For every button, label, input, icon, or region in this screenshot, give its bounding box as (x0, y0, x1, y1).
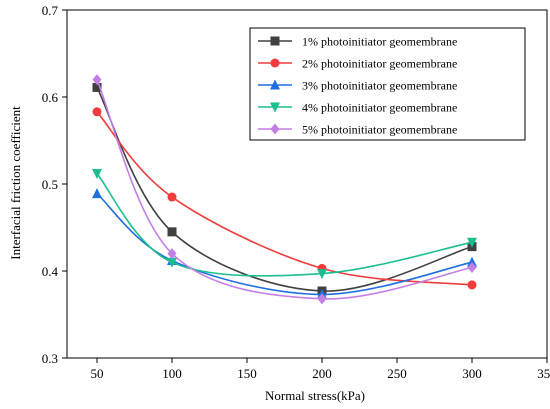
plot-area (92, 74, 477, 305)
data-point (167, 257, 177, 268)
legend-label: 5% photoinitiator geomembrane (302, 123, 457, 137)
axes: 50 100 150 200 250 300 350 0.3 0.4 0.5 0.6 0.7 (42, 3, 550, 381)
legend-label: 2% photoinitiator geomembrane (302, 57, 457, 71)
x-tick-label: 150 (237, 366, 257, 381)
legend-item: 4% photoinitiator geomembrane (258, 101, 457, 115)
data-point (467, 256, 477, 267)
legend-item: 2% photoinitiator geomembrane (258, 57, 457, 71)
data-point (167, 192, 177, 202)
data-point (92, 188, 102, 199)
series-line (96, 79, 473, 300)
data-point (167, 227, 177, 237)
legend-item: 1% photoinitiator geomembrane (258, 35, 457, 49)
series-5 (92, 74, 477, 305)
data-point (92, 169, 102, 180)
y-tick-label: 0.4 (42, 264, 59, 279)
legend-label: 3% photoinitiator geomembrane (302, 79, 457, 93)
legend-marker (270, 79, 280, 90)
legend-item: 5% photoinitiator geomembrane (258, 123, 457, 137)
series-2 (92, 107, 477, 290)
x-tick-label: 350 (537, 366, 550, 381)
series-line (96, 173, 473, 277)
x-tick-label: 200 (312, 366, 332, 381)
data-point (92, 107, 102, 117)
series-line (96, 192, 473, 296)
x-tick-label: 300 (462, 366, 482, 381)
legend-label: 1% photoinitiator geomembrane (302, 35, 457, 49)
legend-marker (270, 58, 280, 68)
data-point (317, 293, 327, 305)
legend-marker (270, 102, 280, 113)
series-line (96, 87, 473, 292)
legend-label: 4% photoinitiator geomembrane (302, 101, 457, 115)
data-point (467, 237, 477, 248)
y-tick-label: 0.6 (42, 90, 59, 105)
x-tick-label: 100 (162, 366, 182, 381)
data-point (317, 269, 327, 280)
data-point (92, 74, 102, 86)
legend-item: 3% photoinitiator geomembrane (258, 79, 457, 93)
y-tick-label: 0.3 (42, 351, 58, 366)
series-line (96, 111, 473, 286)
legend-marker (270, 123, 280, 135)
x-tick-label: 250 (387, 366, 407, 381)
data-point (92, 82, 102, 92)
data-point (167, 248, 177, 260)
series-4 (92, 169, 477, 280)
data-point (467, 262, 477, 274)
x-axis-title: Normal stress(kPa) (265, 388, 365, 403)
legend-marker (270, 36, 280, 46)
legend-box (249, 27, 526, 141)
x-tick-label: 50 (91, 366, 104, 381)
legend: 1% photoinitiator geomembrane 2% photoini… (249, 27, 526, 141)
y-tick-label: 0.5 (42, 177, 58, 192)
data-point (467, 280, 477, 290)
y-axis-title: Interfacial friction coefficient (8, 106, 23, 260)
y-tick-label: 0.7 (42, 3, 59, 18)
